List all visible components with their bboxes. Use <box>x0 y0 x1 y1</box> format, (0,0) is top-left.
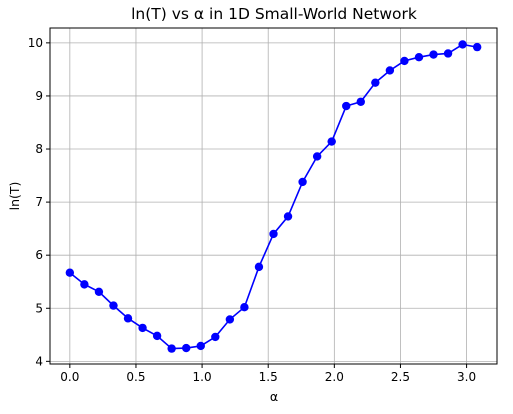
data-point <box>472 42 482 52</box>
data-point <box>211 332 220 342</box>
data-point <box>80 280 89 289</box>
x-tick-label: 2.5 <box>391 370 410 384</box>
x-axis-label: α <box>270 389 278 404</box>
data-point <box>254 262 264 272</box>
plot-frame <box>49 27 498 365</box>
y-tick-label: 4 <box>35 354 43 368</box>
x-axis-ticks: 0.0 0.5 1.0 1.5 2.0 2.5 3.0 <box>60 364 476 384</box>
y-tick-label: 7 <box>35 195 43 209</box>
data-point <box>225 315 235 324</box>
data-point <box>385 66 395 75</box>
y-axis-label: ln(T) <box>7 182 22 211</box>
data-point <box>123 314 133 323</box>
data-point <box>443 49 453 58</box>
data-point <box>356 97 365 106</box>
x-tick-label: 2.0 <box>325 370 344 384</box>
data-point <box>414 52 424 62</box>
data-point <box>167 344 176 353</box>
data-point <box>298 177 307 187</box>
y-tick-label: 5 <box>35 301 43 315</box>
y-tick-label: 6 <box>35 248 43 262</box>
data-point <box>196 341 205 351</box>
data-point <box>400 56 409 66</box>
data-point <box>269 229 278 239</box>
data-point <box>109 301 118 310</box>
data-point <box>342 101 351 111</box>
x-tick-label: 1.0 <box>193 370 212 384</box>
data-point <box>312 152 322 161</box>
y-tick-label: 10 <box>28 36 43 50</box>
x-tick-label: 3.0 <box>457 370 476 384</box>
data-point <box>65 268 75 277</box>
data-point <box>429 50 438 59</box>
data-point <box>152 331 162 341</box>
data-point <box>182 343 191 353</box>
y-tick-label: 8 <box>35 142 43 156</box>
data-point <box>94 287 104 297</box>
data-point <box>240 303 249 312</box>
data-point <box>327 137 336 146</box>
data-point <box>138 323 147 333</box>
data-point <box>458 40 467 49</box>
y-axis-ticks: 4 5 6 7 8 9 10 <box>28 36 50 368</box>
y-tick-label: 9 <box>35 89 43 103</box>
grid <box>50 28 497 364</box>
x-tick-label: 0.0 <box>60 370 79 384</box>
x-tick-label: 0.5 <box>126 370 145 384</box>
data-point <box>371 78 380 87</box>
chart-title: ln(T) vs α in 1D Small-World Network <box>131 5 417 23</box>
data-point <box>283 212 293 221</box>
x-tick-label: 1.5 <box>259 370 278 384</box>
series-layer <box>65 40 482 353</box>
